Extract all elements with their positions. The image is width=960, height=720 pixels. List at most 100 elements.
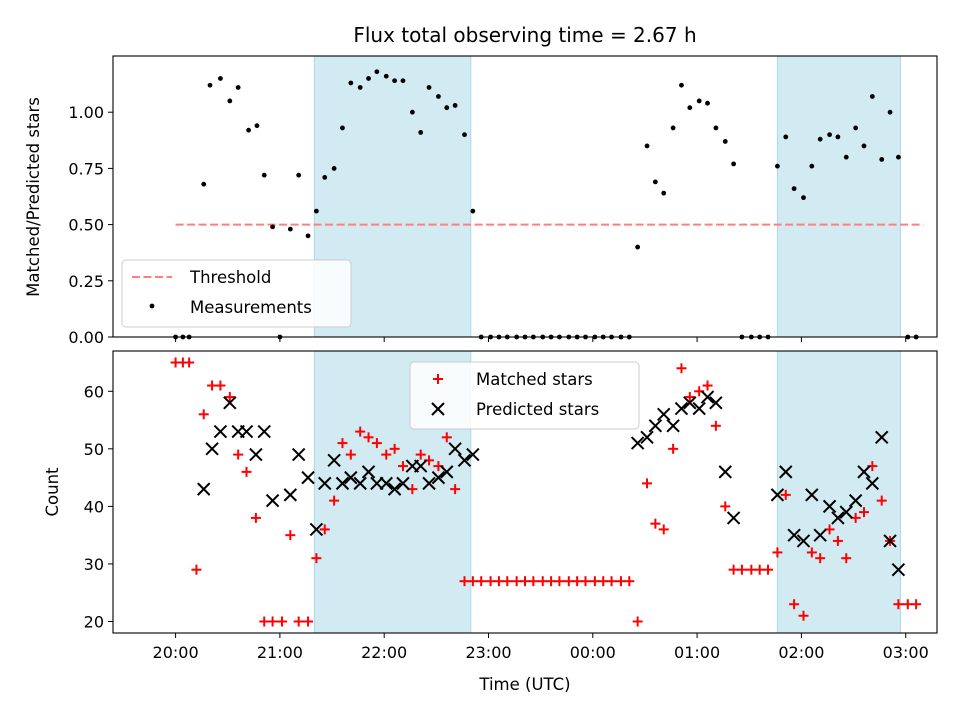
measurement-point (696, 98, 702, 104)
matched-point (537, 576, 548, 587)
measurement-point (679, 82, 684, 88)
matched-point (650, 518, 661, 529)
measurement-point (400, 78, 406, 84)
matched-point (684, 392, 695, 403)
measurement-point (731, 161, 737, 167)
predicted-point (857, 465, 871, 479)
measurement-point (313, 208, 319, 214)
predicted-point (309, 522, 324, 537)
predicted-point (657, 407, 671, 422)
measurement-point (436, 94, 441, 99)
matched-point (798, 610, 809, 621)
measurement-point (444, 105, 450, 111)
predicted-point (813, 528, 827, 542)
predicted-point (283, 488, 298, 502)
matched-point (780, 489, 791, 500)
measurement-point (452, 103, 458, 108)
bottom-shaded-intervals (313, 350, 901, 634)
matched-point (658, 524, 669, 535)
matched-point (303, 616, 314, 627)
predicted-point (875, 430, 889, 445)
measurement-points (173, 69, 919, 340)
matched-point (832, 535, 843, 546)
y-tick-label: 0.50 (68, 216, 104, 235)
predicted-point (431, 470, 446, 485)
matched-point (720, 501, 731, 512)
measurement-point (791, 186, 797, 192)
predicted-point (457, 453, 472, 468)
y-tick-label: 0.00 (68, 328, 104, 347)
matched-point (772, 547, 783, 558)
predicted-point (265, 493, 280, 508)
measurement-point (246, 127, 251, 133)
matched-point (841, 553, 852, 564)
measurement-point (366, 76, 371, 81)
predicted-point (291, 447, 306, 462)
matched-point (198, 409, 209, 420)
predicted-point (787, 528, 801, 542)
measurement-point (409, 109, 415, 115)
x-tick-label: 03:00 (883, 643, 929, 662)
matched-legend-label: Matched stars (476, 370, 593, 389)
measurement-point (322, 174, 328, 180)
matched-point (676, 363, 687, 374)
matched-point (276, 616, 287, 627)
predicted-point (318, 476, 332, 491)
measurement-point (462, 132, 467, 138)
measurement-point (869, 94, 875, 99)
measurement-point (261, 172, 267, 178)
predicted-point (831, 511, 845, 525)
bottom-shade-1 (776, 350, 901, 634)
measurement-point (835, 134, 841, 140)
predicted-point (883, 534, 897, 548)
matched-point (476, 576, 487, 587)
measurement-point (670, 125, 676, 131)
matched-point (572, 576, 583, 587)
matched-point (815, 553, 826, 564)
predicted-point (205, 442, 219, 456)
predicted-point (301, 470, 315, 485)
x-tick-label: 00:00 (570, 643, 616, 662)
predicted-point (692, 401, 706, 416)
predicted-point (396, 476, 410, 491)
bottom-y-axis-label: Count (43, 467, 62, 517)
matched-point (546, 576, 557, 587)
measurement-point (383, 73, 389, 79)
predicted-point (249, 447, 263, 462)
predicted-point (466, 447, 480, 462)
measurement-point (254, 123, 260, 129)
matched-point (397, 461, 408, 472)
matched-point (624, 576, 635, 587)
matched-point (459, 576, 470, 587)
predicted-point (448, 442, 462, 456)
measurement-point (340, 125, 345, 131)
matched-point (606, 576, 617, 587)
predicted-point (726, 511, 741, 525)
measurement-point (644, 143, 650, 149)
measurement-point (418, 130, 424, 135)
measurement-point (374, 69, 380, 75)
predicted-point (379, 476, 393, 491)
predicted-point (422, 476, 436, 491)
matched-point (241, 466, 252, 477)
matched-point (191, 564, 202, 575)
matched-point (911, 599, 922, 610)
matched-point (736, 564, 747, 575)
x-tick-label: 21:00 (257, 643, 303, 662)
matched-point (493, 576, 504, 587)
threshold-legend-label: Threshold (189, 268, 271, 287)
measurement-point (687, 105, 693, 111)
predicted-point (718, 465, 732, 479)
matched-points (170, 357, 922, 627)
y-tick-label: 60 (84, 382, 104, 401)
measurement-point (722, 139, 728, 144)
measurement-point (652, 179, 658, 185)
y-tick-label: 0.25 (68, 272, 104, 291)
bottom-legend-box (409, 361, 640, 430)
matched-point (615, 576, 626, 587)
measurements-legend-swatch (149, 303, 155, 309)
predicted-point (839, 505, 853, 519)
predicted-point (666, 419, 680, 433)
matched-point (389, 443, 400, 454)
matched-point (710, 420, 721, 431)
